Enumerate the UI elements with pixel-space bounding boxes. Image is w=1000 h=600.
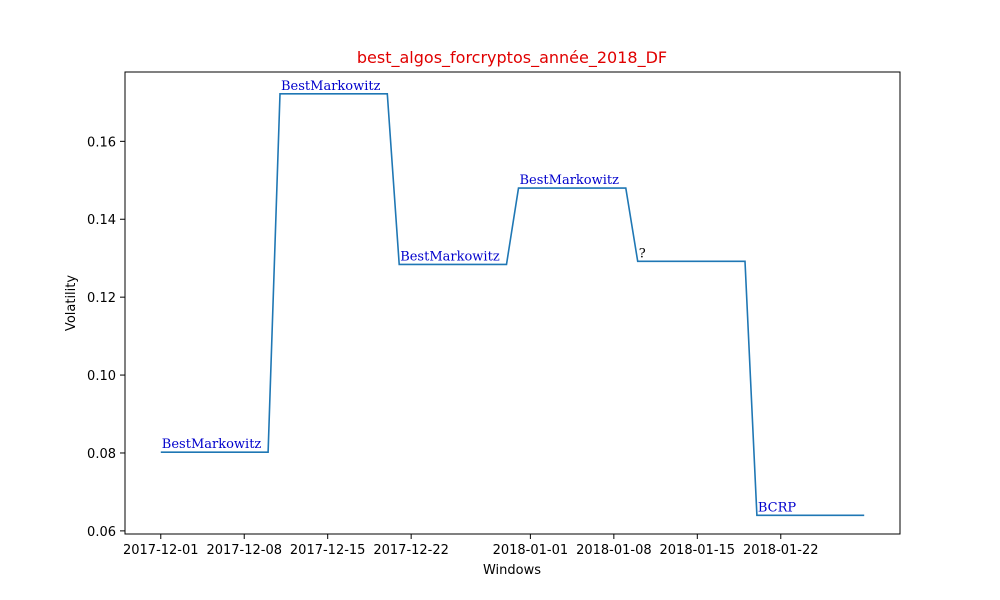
annotation-label: BestMarkowitz (281, 79, 381, 94)
x-tick-label: 2018-01-22 (743, 543, 819, 558)
x-tick-label: 2017-12-22 (373, 543, 449, 558)
chart-title: best_algos_forcryptos_année_2018_DF (357, 48, 667, 68)
series-line (160, 93, 865, 517)
x-axis-label: Windows (483, 563, 541, 578)
y-tick-label: 0.08 (87, 447, 116, 462)
y-tick-label: 0.12 (87, 291, 116, 306)
y-tick-label: 0.16 (87, 135, 116, 150)
annotation-label: ? (639, 246, 646, 261)
x-tick-label: 2018-01-15 (660, 543, 736, 558)
annotation-label: BestMarkowitz (400, 249, 500, 264)
x-tick-label: 2018-01-01 (493, 543, 569, 558)
annotation-label: BestMarkowitz (162, 437, 262, 452)
y-tick-label: 0.14 (87, 213, 116, 228)
x-tick-label: 2018-01-08 (576, 543, 652, 558)
y-axis-label: Volatility (64, 275, 79, 331)
annotation-label: BestMarkowitz (520, 173, 620, 188)
y-tick-label: 0.10 (87, 369, 116, 384)
x-tick-label: 2017-12-01 (123, 543, 199, 558)
x-tick-label: 2017-12-08 (206, 543, 282, 558)
annotation-label: BCRP (758, 500, 797, 515)
x-tick-label: 2017-12-15 (290, 543, 366, 558)
y-tick-label: 0.06 (87, 525, 116, 540)
plot-frame (124, 71, 901, 535)
